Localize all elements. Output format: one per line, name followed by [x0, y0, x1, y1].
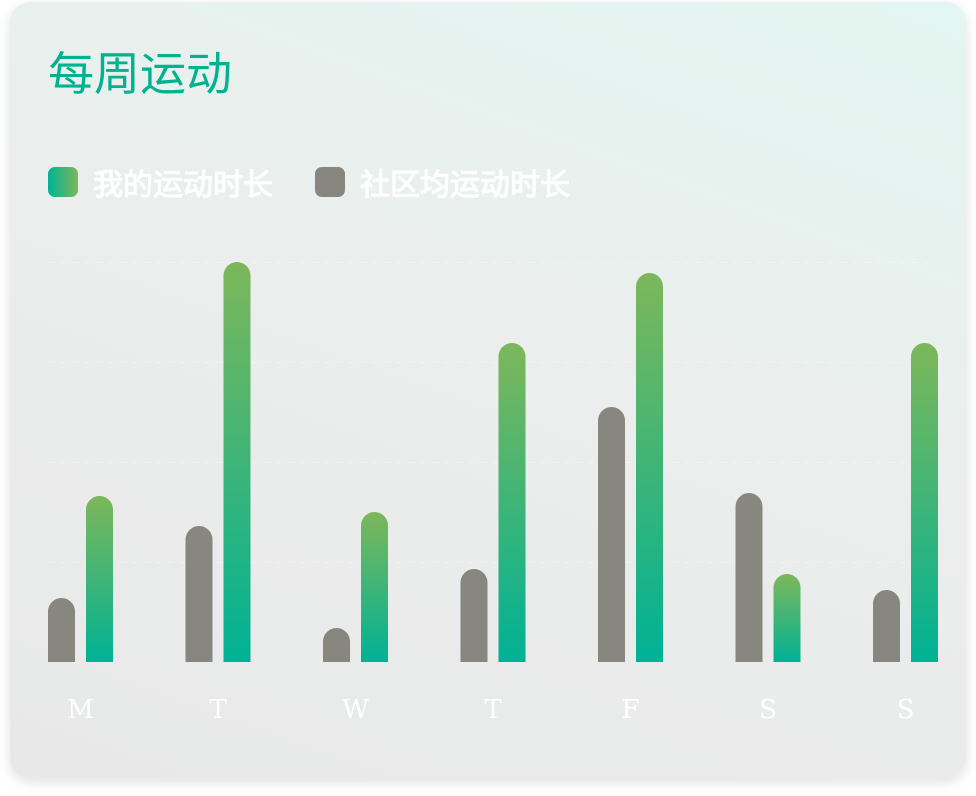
x-tick-label: M: [67, 695, 94, 725]
bar-mine-1[interactable]: [223, 262, 251, 662]
bar-mine-5[interactable]: [773, 574, 801, 662]
legend-item-mine[interactable]: 我的运动时长: [48, 160, 273, 204]
bar-community-4[interactable]: [598, 407, 625, 662]
bar-mine-0[interactable]: [86, 496, 113, 662]
bar-community-5[interactable]: [735, 492, 763, 662]
x-tick-label: T: [484, 695, 502, 725]
bar-mine-6[interactable]: [910, 343, 938, 662]
bar-community-1[interactable]: [185, 526, 213, 662]
x-tick-label: T: [209, 695, 227, 725]
legend-label-mine: 我的运动时长: [93, 168, 273, 203]
x-tick-label: S: [897, 695, 915, 725]
x-tick-label: S: [759, 695, 777, 725]
bar-community-6[interactable]: [873, 590, 900, 662]
chart-legend: 我的运动时长 社区均运动时长: [48, 160, 612, 204]
x-tick-label: F: [621, 695, 639, 725]
bar-community-2[interactable]: [323, 628, 350, 662]
weekly-exercise-card: 每周运动 我的运动时长 社区均运动时长 M T W T F S S: [10, 2, 966, 778]
card-title: 每周运动: [48, 47, 232, 101]
x-tick-label: W: [342, 695, 369, 725]
bars: [48, 262, 938, 662]
legend-label-community: 社区均运动时长: [360, 168, 570, 203]
grid-lines: [48, 262, 928, 563]
bar-mine-4[interactable]: [636, 273, 663, 662]
legend-swatch-community: [315, 167, 345, 197]
bar-community-0[interactable]: [48, 598, 75, 662]
legend-swatch-mine: [48, 167, 78, 197]
bar-mine-2[interactable]: [361, 512, 388, 662]
bar-mine-3[interactable]: [498, 343, 526, 662]
bar-community-3[interactable]: [460, 569, 488, 662]
legend-item-community[interactable]: 社区均运动时长: [315, 160, 570, 204]
